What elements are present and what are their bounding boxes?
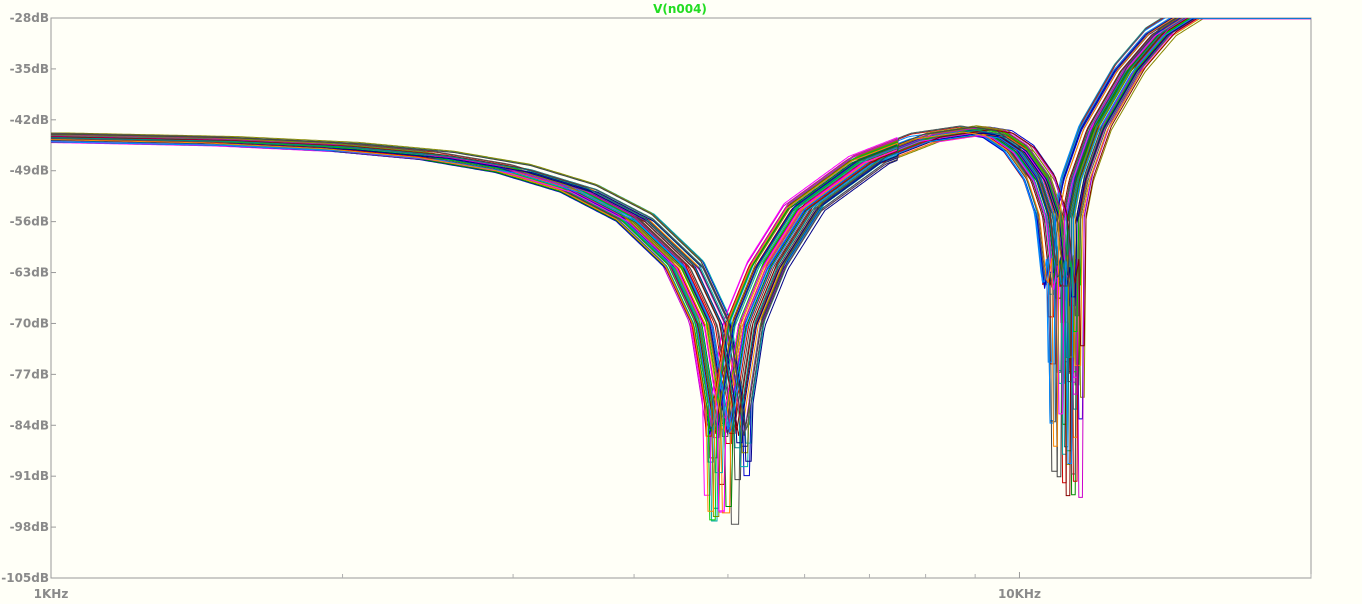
x-tick-label: 10KHz bbox=[998, 587, 1041, 601]
y-axis: -28dB -35dB -42dB -49dB -56dB -63dB -70dB -77dB… bbox=[1, 11, 56, 585]
y-tick-label: -91dB bbox=[10, 469, 49, 483]
y-tick-label: -28dB bbox=[10, 11, 49, 25]
trace-line bbox=[51, 18, 1188, 427]
y-tick-label: -63dB bbox=[10, 266, 49, 280]
y-tick-label: -35dB bbox=[10, 62, 49, 76]
y-tick-label: -105dB bbox=[1, 571, 49, 585]
trace-line bbox=[51, 18, 1186, 449]
monte-carlo-traces bbox=[51, 18, 1311, 525]
y-tick-label: -42dB bbox=[10, 113, 49, 127]
plot-area[interactable] bbox=[50, 17, 1312, 579]
y-tick-label: -98dB bbox=[10, 520, 49, 534]
x-tick-label: 1KHz bbox=[34, 587, 69, 601]
x-axis: 1KHz 10KHz bbox=[34, 572, 1312, 601]
trace-line bbox=[51, 18, 1175, 512]
y-tick-label: -49dB bbox=[10, 164, 49, 178]
trace-line bbox=[51, 18, 1187, 433]
y-tick-label: -77dB bbox=[10, 367, 49, 381]
y-tick-label: -70dB bbox=[10, 316, 49, 330]
trace-line bbox=[51, 18, 1178, 427]
trace-line bbox=[51, 18, 1311, 464]
trace-title[interactable]: V(n004) bbox=[653, 2, 707, 16]
trace-line bbox=[51, 18, 1192, 521]
y-tick-label: -56dB bbox=[10, 215, 49, 229]
y-tick-label: -84dB bbox=[10, 418, 49, 432]
trace-line bbox=[51, 18, 1184, 517]
